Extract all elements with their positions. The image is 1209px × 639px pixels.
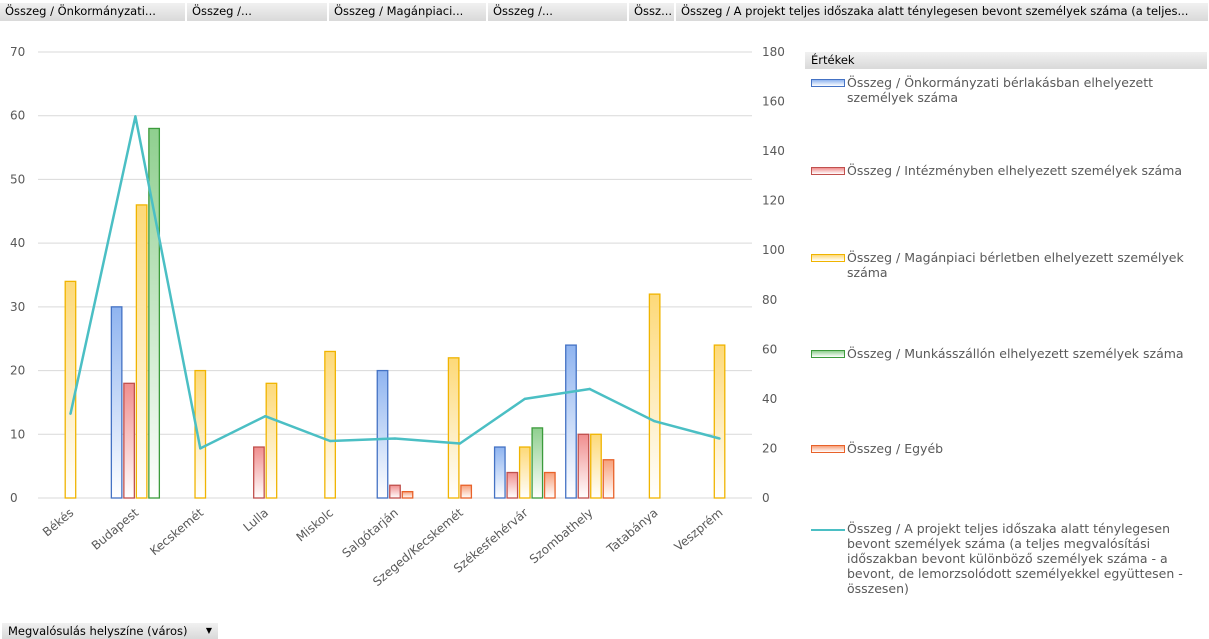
legend-swatch [811, 445, 845, 453]
x-category-label: Békés [40, 506, 76, 540]
x-category-label: Veszprém [672, 506, 726, 554]
pivot-field-buttons: Összeg / Önkormányzati... Összeg /... Össz… [0, 0, 1209, 23]
y2-tick-label: 140 [762, 144, 785, 158]
field-button-3[interactable]: Összeg / Magánpiaci... [329, 3, 487, 21]
bar-1-2 [135, 204, 148, 499]
y2-tick-label: 120 [762, 194, 785, 208]
x-category-label: Tatabánya [603, 506, 660, 557]
legend-swatch [811, 79, 845, 87]
y-tick-label: 50 [10, 172, 25, 186]
y-tick-label: 70 [10, 45, 25, 59]
bar-5-1 [389, 484, 401, 499]
line-point [134, 115, 137, 118]
bar-6-4 [460, 484, 473, 499]
bar-7-2 [518, 446, 531, 499]
x-category-label: Budapest [89, 505, 142, 552]
y-tick-label: 20 [10, 364, 25, 378]
y2-tick-label: 20 [762, 441, 777, 455]
bar-7-1 [506, 471, 519, 499]
legend: Értékek Összeg / Önkormányzati bérlakásb… [803, 50, 1209, 610]
y-tick-label: 60 [10, 109, 25, 123]
line-point [263, 415, 267, 418]
bar-8-4 [602, 459, 615, 499]
field-button-6[interactable]: Összeg / A projekt teljes időszaka alatt… [676, 3, 1209, 21]
bar-10-2 [713, 344, 726, 499]
bar-3-2 [265, 382, 278, 499]
legend-item-6: Összeg / A projekt teljes időszaka alatt… [811, 521, 1207, 596]
bar-6-2 [447, 357, 460, 499]
y-tick-label: 0 [10, 491, 18, 505]
bar-9-2 [648, 293, 661, 499]
line-point [718, 437, 721, 440]
bar-8-2 [590, 433, 602, 499]
line-point [393, 437, 397, 440]
y2-tick-label: 60 [762, 342, 777, 356]
y2-tick-label: 40 [762, 392, 777, 406]
field-button-4[interactable]: Összeg /... [488, 3, 628, 21]
line-point [653, 419, 656, 423]
line-point [523, 397, 527, 401]
legend-item-1: Összeg / Önkormányzati bérlakásban elhel… [811, 75, 1207, 105]
x-category-label: Lulla [241, 506, 272, 535]
field-button-2[interactable]: Összeg /... [187, 3, 328, 21]
x-category-label: Szombathely [527, 506, 596, 567]
bar-7-4 [543, 471, 556, 499]
y-tick-label: 10 [10, 427, 25, 441]
y-tick-label: 30 [10, 300, 25, 314]
field-button-5[interactable]: Össz... [629, 3, 675, 21]
legend-item-3: Összeg / Magánpiaci bérletben elhelyezet… [811, 250, 1207, 280]
legend-item-4: Összeg / Munkásszállón elhelyezett szemé… [811, 346, 1207, 361]
bar-1-1 [123, 382, 136, 499]
legend-header: Értékek [805, 52, 1207, 69]
bar-3-1 [253, 446, 265, 499]
y2-tick-label: 0 [762, 491, 770, 505]
bar-1-0 [110, 306, 123, 499]
legend-swatch [811, 254, 845, 262]
x-category-label: Kecskemét [147, 505, 206, 558]
x-category-label: Salgótarján [339, 506, 401, 561]
line-point [199, 447, 202, 450]
y2-tick-label: 80 [762, 293, 777, 307]
field-button-1[interactable]: Összeg / Önkormányzati... [0, 3, 186, 21]
legend-label: Összeg / Egyéb [847, 441, 944, 456]
y-tick-label: 40 [10, 236, 25, 250]
legend-label: Összeg / A projekt teljes időszaka alatt… [847, 521, 1183, 596]
legend-swatch [811, 350, 845, 358]
line-point [69, 412, 72, 415]
legend-swatch [811, 529, 845, 531]
legend-swatch [811, 167, 845, 175]
bar-5-4 [401, 490, 414, 499]
legend-label: Összeg / Önkormányzati bérlakásban elhel… [847, 75, 1154, 105]
legend-item-2: Összeg / Intézményben elhelyezett személ… [811, 163, 1207, 178]
line-point [328, 439, 332, 443]
bar-0-2 [64, 280, 77, 499]
line-point [458, 442, 462, 445]
line-series-total [69, 115, 720, 450]
chart-area: 0 10 20 30 40 50 60 70 0 20 40 60 80 100 120 140 160 180 B… [10, 45, 785, 589]
legend-label: Összeg / Magánpiaci bérletben elhelyezet… [847, 250, 1184, 280]
legend-item-5: Összeg / Egyéb [811, 441, 1207, 456]
bar-1-3 [148, 127, 161, 499]
y2-tick-label: 160 [762, 95, 785, 109]
bar-8-0 [565, 344, 577, 499]
bar-4-2 [324, 350, 336, 499]
axis-field-button[interactable]: Megvalósulás helyszíne (város) ▼ [2, 623, 218, 639]
y2-tick-label: 100 [762, 243, 785, 257]
legend-label: Összeg / Munkásszállón elhelyezett szemé… [847, 346, 1184, 361]
x-category-label: Miskolc [294, 506, 337, 545]
bar-2-2 [194, 369, 207, 499]
bar-7-0 [493, 446, 506, 499]
bar-8-1 [577, 433, 590, 499]
line-point [588, 387, 591, 391]
bar-7-3 [531, 427, 544, 499]
bar-5-0 [376, 369, 389, 499]
dropdown-arrow-icon: ▼ [205, 626, 212, 635]
axis-field-label: Megvalósulás helyszíne (város) [8, 624, 188, 638]
legend-label: Összeg / Intézményben elhelyezett személ… [847, 163, 1183, 178]
y2-tick-label: 180 [762, 45, 785, 59]
